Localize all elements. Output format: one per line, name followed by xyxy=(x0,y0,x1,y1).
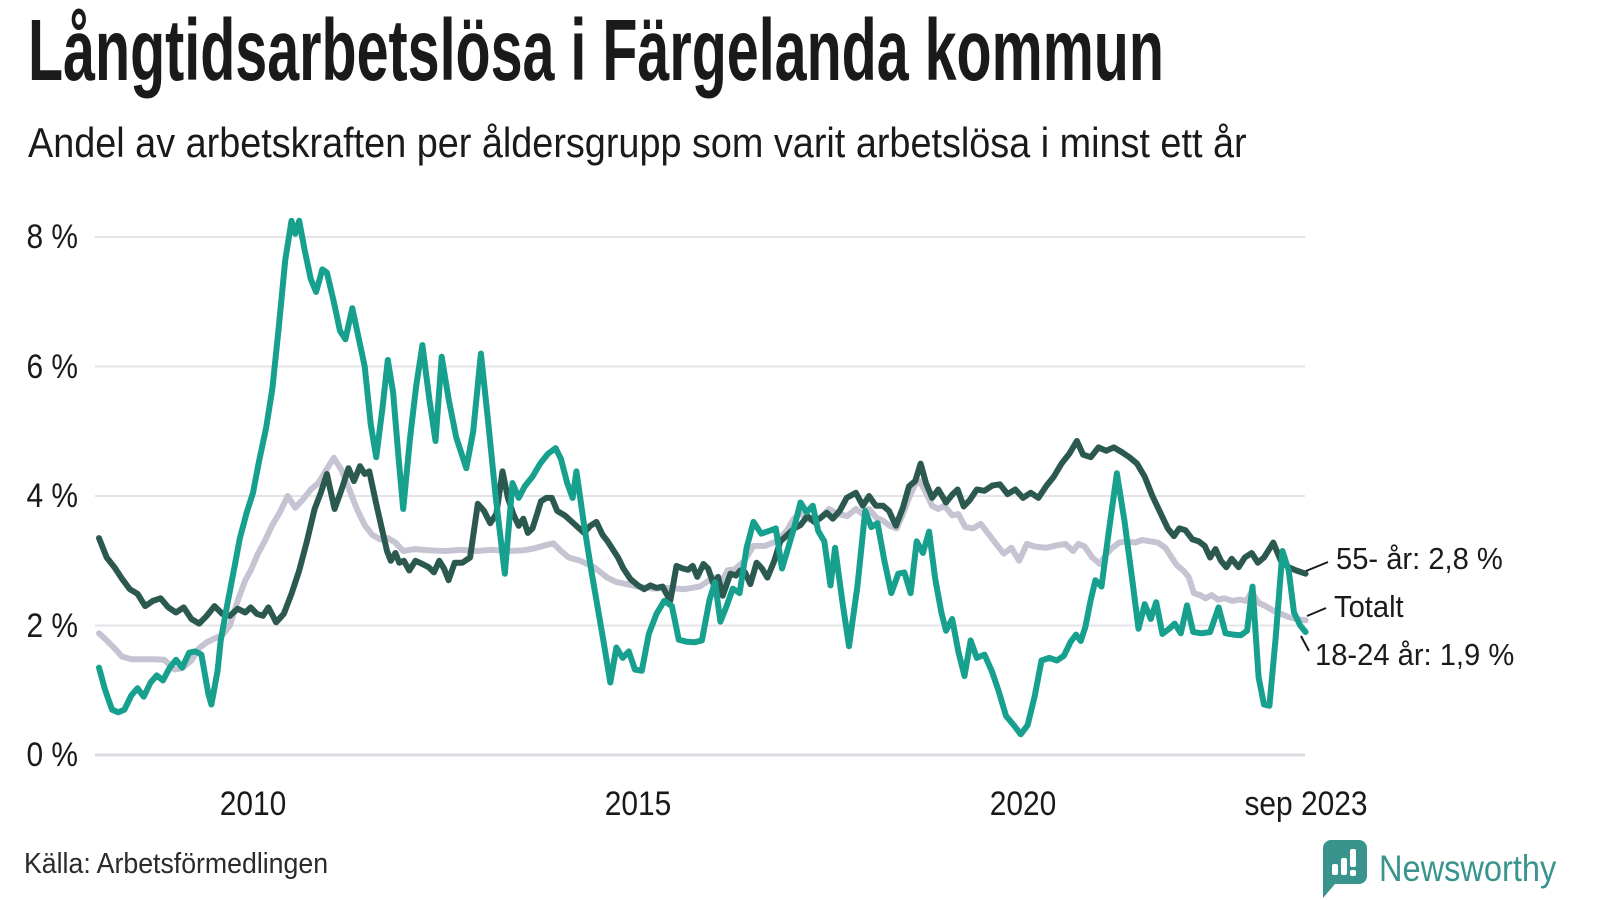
series-end-label: 18-24 år: 1,9 % xyxy=(1315,637,1515,672)
source-note: Källa: Arbetsförmedlingen xyxy=(24,848,329,880)
x-tick-label-2020: 2020 xyxy=(989,785,1057,823)
newsworthy-icon xyxy=(1322,840,1367,898)
y-tick-label-8: 8 % xyxy=(26,218,79,256)
y-tick-label-2: 2 % xyxy=(26,606,79,645)
series-line-55-r xyxy=(96,438,1309,627)
series-end-label: 55- år: 2,8 % xyxy=(1336,541,1503,576)
page-title: Långtidsarbetslösa i Färgelanda kommun xyxy=(28,2,1164,99)
x-tick-label-sep-2023: sep 2023 xyxy=(1244,785,1368,823)
series-end-label: Totalt xyxy=(1334,589,1404,624)
leader-line xyxy=(1306,607,1327,617)
series-line-18-24-r xyxy=(96,217,1309,738)
y-tick-label-6: 6 % xyxy=(26,347,79,386)
leader-line xyxy=(1300,635,1310,652)
newsworthy-logo[interactable]: Newsworthy xyxy=(1321,838,1581,900)
y-tick-label-4: 4 % xyxy=(26,477,79,515)
y-tick-label-0: 0 % xyxy=(26,736,79,774)
newsworthy-wordmark: Newsworthy xyxy=(1378,848,1556,889)
x-tick-label-2010: 2010 xyxy=(219,785,287,823)
leader-line xyxy=(1305,561,1329,572)
page-subtitle: Andel av arbetskraften per åldersgrupp s… xyxy=(28,119,1247,166)
x-tick-label-2015: 2015 xyxy=(604,785,672,823)
